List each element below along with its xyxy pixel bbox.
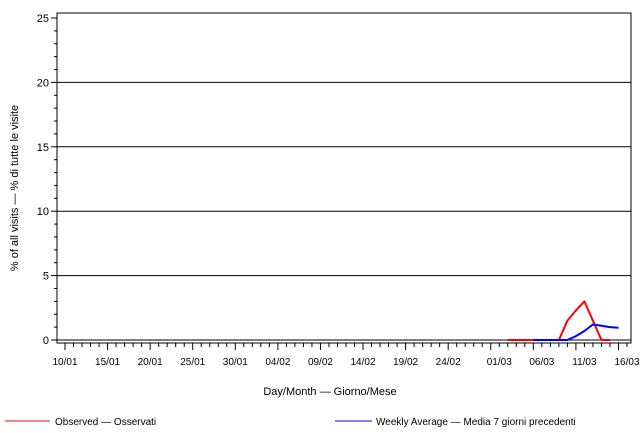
x-tick-label-20-01: 20/01 [138, 357, 163, 368]
y-axis-ticks: 0 5 10 15 20 25 [37, 13, 57, 347]
x-tick-label-06-03: 06/03 [529, 357, 554, 368]
y-tick-label-10: 10 [37, 206, 49, 218]
x-tick-label-14-02: 14/02 [351, 357, 376, 368]
legend-label-weekly-average: Weekly Average — Media 7 giorni preceden… [376, 417, 576, 428]
y-tick-label-25: 25 [37, 13, 49, 25]
y-tick-label-20: 20 [37, 77, 49, 89]
legend-label-observed: Observed — Osservati [55, 417, 156, 428]
x-axis-ticks: 10/01 15/01 20/01 25/01 30/01 04/02 09/02 14/02… [52, 339, 640, 368]
x-tick-label-10-01: 10/01 [52, 357, 77, 368]
x-tick-label-04-02: 04/02 [265, 357, 290, 368]
x-tick-label-11-03: 11/03 [572, 357, 597, 368]
x-tick-label-01-03: 01/03 [487, 357, 512, 368]
series-line-weekly-average [533, 323, 619, 341]
y-tick-label-0: 0 [43, 335, 49, 347]
x-tick-label-15-01: 15/01 [95, 357, 120, 368]
grid-layer [57, 81, 631, 277]
x-tick-label-09-02: 09/02 [308, 357, 333, 368]
x-tick-label-30-01: 30/01 [223, 357, 248, 368]
legend: Observed — Osservati Weekly Average — Me… [5, 417, 576, 428]
plot-area-frame [56, 12, 632, 344]
y-axis-title: % of all visits — % di tutte le visite [9, 105, 21, 271]
y-tick-label-5: 5 [43, 271, 49, 283]
x-tick-label-24-02: 24/02 [436, 357, 461, 368]
x-tick-label-19-02: 19/02 [393, 357, 418, 368]
x-tick-label-25-01: 25/01 [180, 357, 205, 368]
y-tick-label-15: 15 [37, 142, 49, 154]
series-layer [507, 300, 619, 341]
x-tick-label-16-03: 16/03 [614, 357, 639, 368]
x-axis-title: Day/Month — Giorno/Mese [263, 386, 396, 398]
series-line-observed [507, 300, 610, 341]
